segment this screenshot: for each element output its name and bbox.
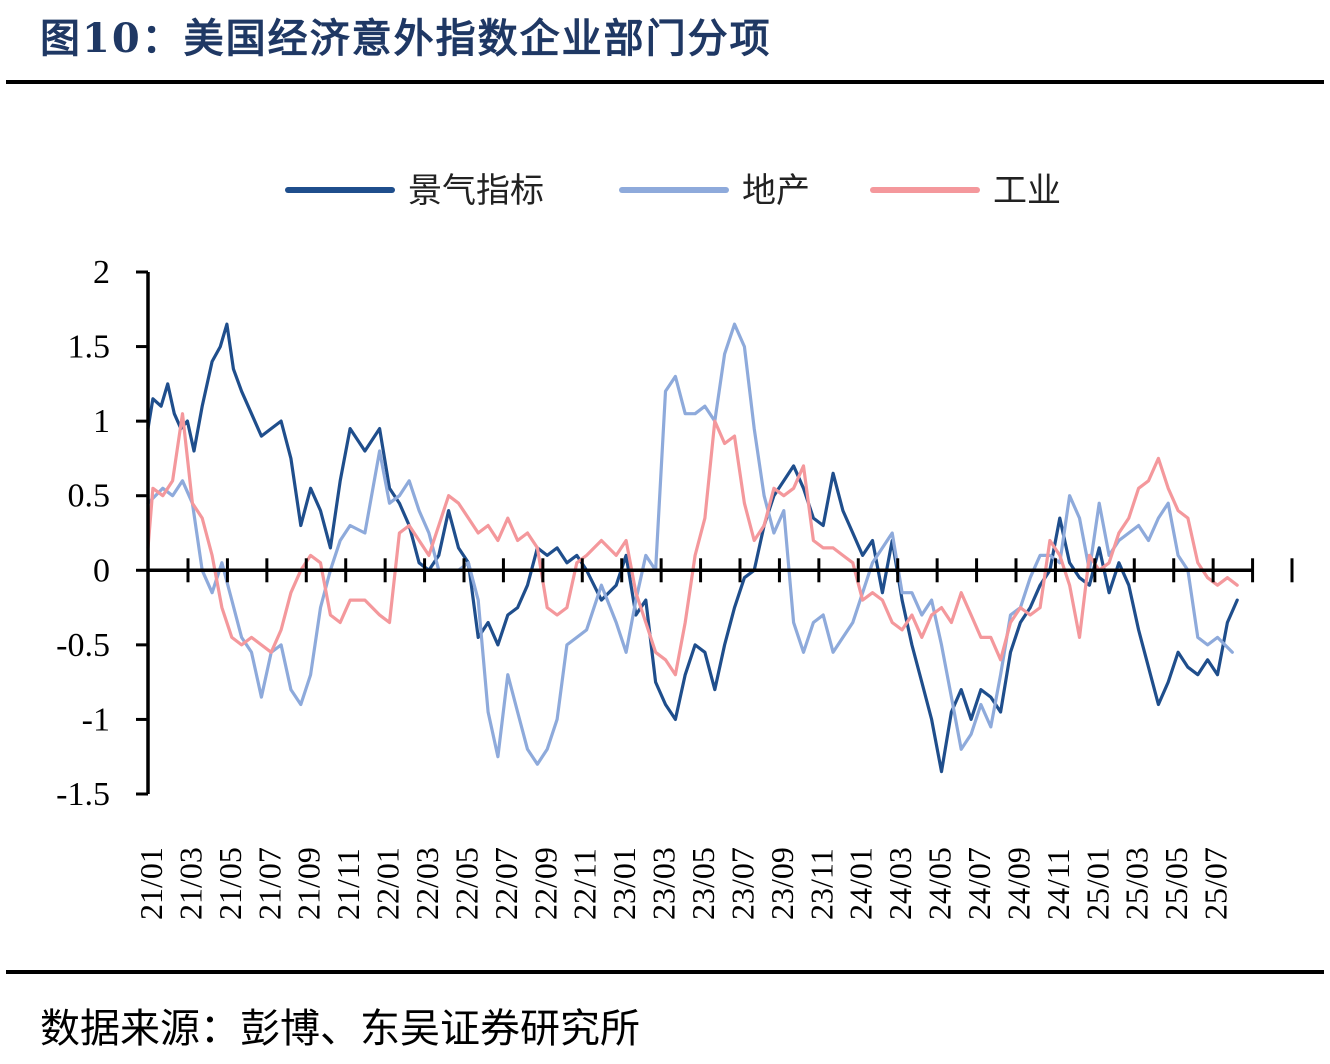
x-tick-label: 25/03 [1119,847,1155,920]
x-tick-label: 23/03 [646,847,682,920]
y-tick-label: 1.5 [68,329,111,366]
figure-title: 图10：美国经济意外指数企业部门分项 [40,15,772,62]
x-tick-label: 22/01 [370,847,406,920]
x-tick-label: 21/01 [133,847,169,920]
legend-label-2: 地产 [742,171,810,211]
y-tick-label: -1.5 [56,776,110,813]
x-tick-label: 25/05 [1158,847,1194,920]
x-tick-label: 24/07 [961,847,997,920]
x-tick-label: 24/01 [843,847,879,920]
x-tick-label: 21/03 [172,847,208,920]
legend-label-3: 工业 [993,171,1061,211]
x-tick-label: 21/05 [212,847,248,920]
x-tick-label: 21/11 [330,848,366,920]
x-tick-label: 22/11 [567,848,603,920]
series-line-2 [146,322,1234,766]
x-tick-label: 23/01 [606,847,642,920]
y-tick-label: 0 [93,552,110,589]
x-tick-label: 22/05 [448,847,484,920]
x-tick-label: 25/07 [1198,847,1234,920]
x-tick-label: 24/03 [882,847,918,920]
series-line-3 [146,412,1239,677]
x-tick-label: 23/05 [685,847,721,920]
x-tick-label: 24/09 [1000,847,1036,920]
x-tick-label: 23/11 [803,848,839,920]
x-tick-label: 24/05 [922,847,958,920]
y-tick-label: 2 [93,254,110,291]
x-tick-label: 23/07 [724,847,760,920]
x-tick-label: 22/03 [409,847,445,920]
top-rule [6,80,1324,84]
y-tick-label: 1 [93,403,110,440]
y-tick-label: 0.5 [68,478,111,515]
x-tick-label: 23/09 [764,847,800,920]
y-tick-label: -0.5 [56,627,110,664]
source-note: 数据来源：彭博、东吴证券研究所 [40,1006,640,1052]
legend-label-1: 景气指标 [408,171,544,211]
x-tick-label: 25/01 [1079,847,1115,920]
series-line-1 [146,322,1239,774]
x-tick-label: 24/11 [1040,848,1076,920]
bottom-rule [6,970,1324,974]
x-tick-label: 22/07 [488,847,524,920]
y-tick-label: -1 [82,701,110,738]
x-tick-label: 21/07 [251,847,287,920]
x-tick-label: 22/09 [527,847,563,920]
x-tick-label: 21/09 [291,847,327,920]
